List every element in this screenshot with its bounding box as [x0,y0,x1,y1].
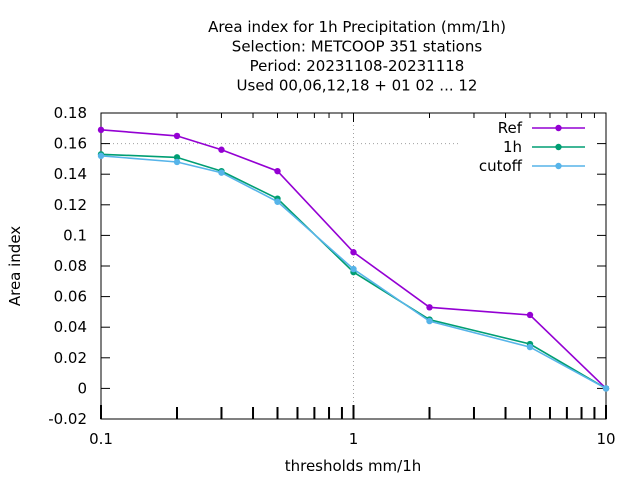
y-tick-label: 0.16 [54,135,87,153]
data-point [173,132,181,140]
y-tick-label: 0 [77,379,87,397]
y-tick-label: 0.04 [54,318,87,336]
series-line-Ref [100,129,607,389]
data-point [218,169,225,176]
y-axis: -0.02 0 0.02 0.04 0.06 0.08 0.1 0.12 0.14 0.16 0.1… [48,104,606,428]
data-point [97,152,105,160]
y-tick-label: 0.08 [54,257,87,275]
series [97,126,610,392]
legend-label: Ref [498,119,523,137]
x-tick-label: 0.1 [89,430,113,448]
title-line: Used 00,06,12,18 + 01 02 ... 12 [237,77,478,95]
legend-marker [555,162,562,170]
data-point [173,158,181,166]
y-tick-label: 0.12 [54,196,87,214]
y-tick-label: 0.14 [54,165,87,183]
data-point [350,265,357,273]
legend-marker [555,143,562,151]
y-tick-label: 0.18 [54,104,87,122]
grid [101,113,460,419]
data-point [526,311,534,319]
y-tick-label: 0.06 [54,288,87,306]
y-tick-label: 0.02 [54,349,87,367]
data-point [350,249,357,256]
data-point [173,154,181,161]
data-point [526,343,534,351]
data-point [274,167,281,175]
x-tick-label: 1 [349,430,359,448]
data-point [426,317,433,325]
legend-marker [555,124,562,132]
x-tick-label: 10 [596,430,615,448]
data-point [274,198,281,205]
y-axis-label: Area index [6,226,24,306]
data-point [426,304,433,311]
data-point [97,126,105,134]
series-line-cutoff [100,155,607,390]
data-point [602,385,610,392]
x-axis: 0.1 1 10 [89,113,616,448]
legend-label: cutoff [479,157,523,175]
data-point [218,146,225,153]
y-tick-label: -0.02 [48,410,87,428]
chart-title: Area index for 1h Precipitation (mm/1h) S… [208,18,506,95]
title-line: Selection: METCOOP 351 stations [232,38,483,56]
legend-label: 1h [503,138,522,156]
y-tick-label: 0.1 [63,226,87,244]
title-line: Area index for 1h Precipitation (mm/1h) [208,18,506,36]
x-axis-label: thresholds mm/1h [285,457,422,475]
title-line: Period: 20231108-20231118 [250,57,465,75]
